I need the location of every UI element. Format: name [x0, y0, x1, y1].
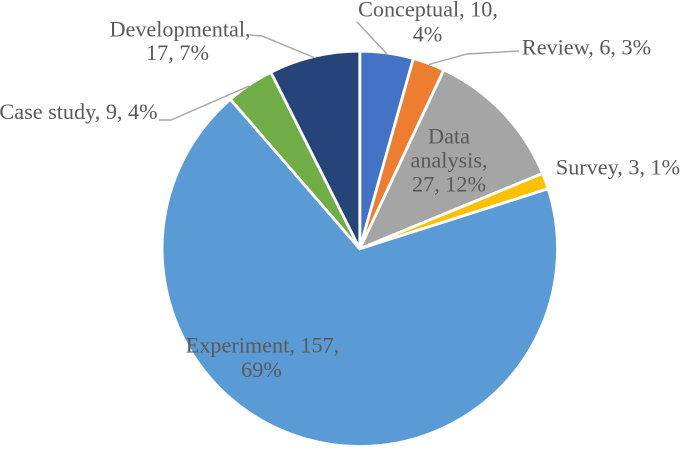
svg-text:4%: 4% — [413, 22, 443, 47]
svg-text:Data: Data — [428, 124, 470, 149]
svg-text:Developmental,: Developmental, — [109, 17, 250, 42]
svg-text:17, 7%: 17, 7% — [146, 40, 209, 65]
svg-text:analysis,: analysis, — [410, 148, 487, 173]
svg-text:Review, 6, 3%: Review, 6, 3% — [522, 35, 651, 60]
svg-text:27, 12%: 27, 12% — [412, 172, 486, 197]
svg-text:Conceptual, 10,: Conceptual, 10, — [358, 0, 498, 22]
svg-text:Experiment, 157,: Experiment, 157, — [186, 333, 339, 358]
svg-text:69%: 69% — [241, 357, 282, 382]
svg-text:Case study, 9, 4%: Case study, 9, 4% — [0, 99, 158, 124]
svg-text:Survey, 3, 1%: Survey, 3, 1% — [556, 155, 680, 180]
